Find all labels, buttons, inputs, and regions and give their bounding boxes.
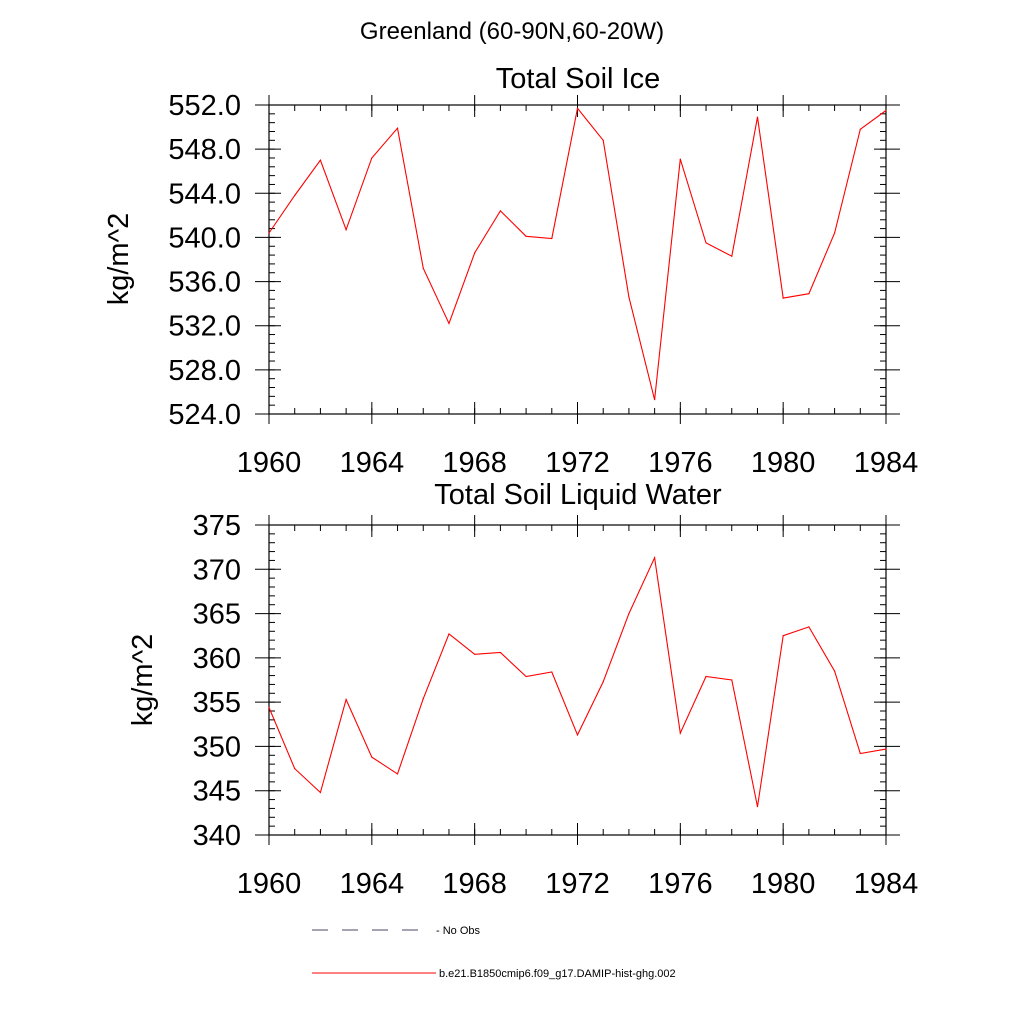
data-point xyxy=(833,670,836,672)
y-tick-label: 345 xyxy=(193,776,241,808)
y-tick-label: 524.0 xyxy=(168,399,241,431)
y-tick-label: 370 xyxy=(193,554,241,586)
data-point xyxy=(371,157,373,159)
series-line xyxy=(268,555,887,807)
data-point xyxy=(345,229,347,231)
x-tick-label: 1976 xyxy=(648,447,713,479)
y-tick-label: 536.0 xyxy=(168,267,241,299)
data-point xyxy=(885,109,887,112)
x-tick-label: 1972 xyxy=(545,868,610,900)
y-tick-label: 552.0 xyxy=(168,90,241,122)
data-point xyxy=(268,706,270,709)
data-point xyxy=(628,296,630,298)
y-tick-label: 365 xyxy=(193,599,241,631)
legend-label-model: b.e21.B1850cmip6.f09_g17.DAMIP-hist-ghg.… xyxy=(439,968,676,980)
data-point xyxy=(319,791,322,794)
x-tick-label: 1976 xyxy=(648,868,713,900)
data-point xyxy=(679,732,681,734)
x-tick-label: 1964 xyxy=(340,868,405,900)
data-point xyxy=(679,158,681,160)
panel-title: Total Soil Liquid Water xyxy=(434,479,722,511)
data-point xyxy=(654,399,656,401)
data-point xyxy=(756,116,759,118)
data-point xyxy=(396,127,399,129)
data-point xyxy=(833,232,836,234)
data-point xyxy=(731,255,733,257)
x-tick-label: 1968 xyxy=(442,447,507,479)
data-point xyxy=(756,806,759,808)
data-point xyxy=(808,626,810,628)
y-tick-label: 375 xyxy=(193,510,241,542)
data-point xyxy=(731,679,733,681)
series-line xyxy=(268,107,887,400)
plot-frame xyxy=(268,104,887,415)
data-point xyxy=(499,651,501,654)
data-point xyxy=(705,242,707,244)
x-tick-label: 1984 xyxy=(854,447,919,479)
y-tick-label: 548.0 xyxy=(168,134,241,166)
data-point xyxy=(885,748,887,750)
panel-title: Total Soil Ice xyxy=(496,63,660,95)
y-tick-label: 532.0 xyxy=(168,311,241,343)
data-point xyxy=(474,653,476,655)
data-point xyxy=(551,237,553,240)
y-axis-label: kg/m^2 xyxy=(103,213,135,306)
y-tick-label: 544.0 xyxy=(168,178,241,210)
y-tick-label: 360 xyxy=(193,643,241,675)
data-point xyxy=(602,681,604,683)
data-point xyxy=(422,698,424,700)
plot-frame xyxy=(268,524,887,836)
x-tick-label: 1972 xyxy=(545,447,610,479)
data-point xyxy=(371,756,373,758)
panel-total-soil-liquid-water: 1960 1964 1968 1972 1976 1980 1984 340 345 350 355… xyxy=(127,479,918,900)
data-point xyxy=(499,210,501,212)
data-point xyxy=(319,159,322,161)
y-tick-label: 540.0 xyxy=(168,222,241,254)
x-tick-label: 1960 xyxy=(237,447,302,479)
data-point xyxy=(345,698,347,701)
data-point xyxy=(576,734,579,736)
data-point xyxy=(294,767,296,770)
y-tick-label: 350 xyxy=(193,731,241,763)
data-point xyxy=(474,252,476,254)
data-point xyxy=(525,235,527,237)
data-point xyxy=(602,139,604,141)
x-tick-label: 1980 xyxy=(751,447,816,479)
x-tick-label: 1964 xyxy=(340,447,405,479)
data-point xyxy=(448,633,450,635)
x-tick-label: 1968 xyxy=(442,868,507,900)
data-point xyxy=(422,267,424,269)
legend-label-no-obs: - No Obs xyxy=(436,925,481,937)
y-tick-label: 528.0 xyxy=(168,355,241,387)
legend: - No Obs b.e21.B1850cmip6.f09_g17.DAMIP-h… xyxy=(312,925,676,980)
data-point xyxy=(448,322,450,325)
x-tick-label: 1960 xyxy=(237,868,302,900)
y-tick-label: 340 xyxy=(193,820,241,852)
data-point xyxy=(576,107,579,109)
data-point xyxy=(396,773,399,775)
data-point xyxy=(551,671,553,673)
data-point xyxy=(859,752,861,755)
data-point xyxy=(268,232,270,234)
x-tick-label: 1984 xyxy=(854,868,919,900)
panel-total-soil-ice: 1960 1964 1968 1972 1976 1980 1984 524.0 528.0 53… xyxy=(103,63,918,479)
data-point xyxy=(628,612,630,615)
data-point xyxy=(525,675,527,678)
y-tick-label: 355 xyxy=(193,687,241,719)
data-point xyxy=(859,128,861,130)
data-point xyxy=(808,293,810,295)
data-point xyxy=(782,297,784,299)
data-point xyxy=(654,557,656,559)
data-point xyxy=(782,635,784,637)
x-tick-label: 1980 xyxy=(751,868,816,900)
y-axis-label: kg/m^2 xyxy=(127,634,159,727)
data-point xyxy=(705,675,707,678)
page-title: Greenland (60-90N,60-20W) xyxy=(359,18,665,45)
data-point xyxy=(294,194,296,197)
